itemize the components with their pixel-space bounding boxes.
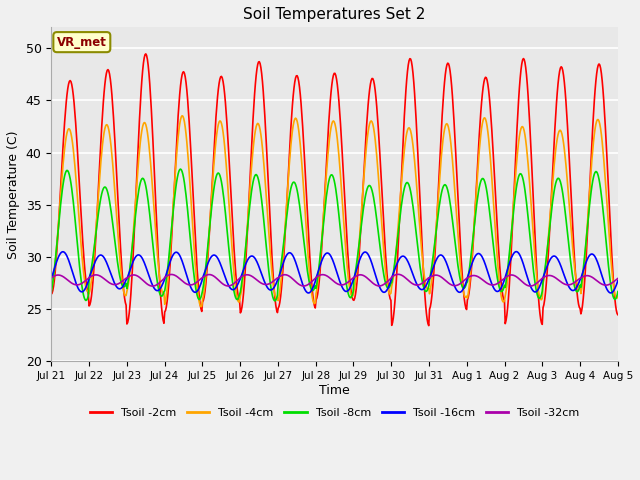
Tsoil -8cm [405, 182, 413, 188]
Tsoil -8cm [173, 175, 181, 180]
Tsoil -2cm [614, 312, 622, 318]
Line: Tsoil -32cm: Tsoil -32cm [51, 274, 618, 286]
Tsoil -32cm [58, 273, 65, 279]
Tsoil -2cm [142, 51, 150, 57]
Tsoil -2cm [174, 113, 182, 119]
Tsoil -4cm [614, 294, 622, 300]
Tsoil -8cm [47, 289, 55, 295]
X-axis label: Time: Time [319, 384, 350, 397]
Tsoil -2cm [404, 62, 412, 68]
Tsoil -16cm [116, 286, 124, 292]
Tsoil -16cm [404, 260, 412, 265]
Tsoil -2cm [58, 170, 65, 176]
Tsoil -2cm [116, 232, 124, 238]
Tsoil -16cm [305, 290, 312, 296]
Tsoil -16cm [58, 250, 65, 255]
Tsoil -2cm [421, 291, 429, 297]
Tsoil -4cm [58, 180, 65, 186]
Tsoil -32cm [204, 272, 212, 277]
Tsoil -32cm [174, 275, 182, 280]
Tsoil -2cm [47, 291, 55, 297]
Tsoil -4cm [178, 113, 186, 119]
Tsoil -32cm [405, 278, 413, 284]
Tsoil -32cm [394, 271, 402, 277]
Y-axis label: Soil Temperature (C): Soil Temperature (C) [7, 130, 20, 259]
Tsoil -16cm [513, 249, 520, 254]
Tsoil -8cm [116, 274, 124, 279]
Tsoil -4cm [205, 234, 212, 240]
Tsoil -16cm [421, 285, 429, 290]
Tsoil -4cm [197, 304, 205, 310]
Tsoil -32cm [422, 277, 429, 283]
Line: Tsoil -8cm: Tsoil -8cm [51, 169, 618, 301]
Tsoil -32cm [47, 275, 55, 281]
Legend: Tsoil -2cm, Tsoil -4cm, Tsoil -8cm, Tsoil -16cm, Tsoil -32cm: Tsoil -2cm, Tsoil -4cm, Tsoil -8cm, Tsoi… [85, 404, 584, 423]
Line: Tsoil -16cm: Tsoil -16cm [51, 252, 618, 293]
Tsoil -32cm [614, 276, 622, 281]
Line: Tsoil -2cm: Tsoil -2cm [51, 54, 618, 325]
Tsoil -4cm [405, 125, 413, 131]
Tsoil -8cm [204, 241, 212, 247]
Tsoil -32cm [116, 280, 124, 286]
Tsoil -4cm [422, 281, 429, 287]
Tsoil -4cm [116, 256, 124, 262]
Title: Soil Temperatures Set 2: Soil Temperatures Set 2 [243, 7, 426, 22]
Text: VR_met: VR_met [57, 36, 107, 48]
Tsoil -4cm [173, 143, 181, 149]
Tsoil -32cm [149, 283, 157, 289]
Tsoil -8cm [58, 194, 65, 200]
Tsoil -2cm [204, 252, 212, 257]
Tsoil -8cm [271, 298, 279, 304]
Tsoil -16cm [173, 250, 181, 255]
Tsoil -8cm [177, 166, 184, 172]
Line: Tsoil -4cm: Tsoil -4cm [51, 116, 618, 307]
Tsoil -16cm [47, 276, 55, 282]
Tsoil -16cm [204, 262, 211, 268]
Tsoil -4cm [47, 287, 55, 293]
Tsoil -16cm [614, 277, 622, 283]
Tsoil -2cm [425, 323, 433, 328]
Tsoil -8cm [614, 288, 622, 294]
Tsoil -8cm [422, 288, 429, 294]
